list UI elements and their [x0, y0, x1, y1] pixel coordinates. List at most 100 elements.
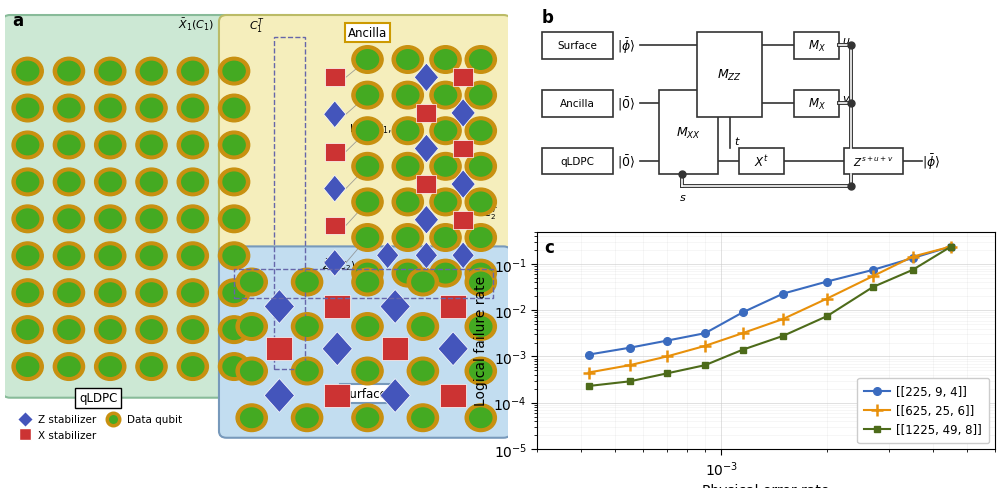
Circle shape: [465, 153, 496, 181]
Circle shape: [177, 132, 208, 160]
Bar: [453, 141, 473, 158]
Circle shape: [17, 210, 39, 229]
[[1225, 49, 8]]: [699, 363, 711, 368]
Circle shape: [470, 157, 492, 177]
[[225, 9, 4]]: [821, 279, 833, 285]
Circle shape: [140, 210, 163, 229]
Circle shape: [182, 246, 204, 266]
Circle shape: [136, 353, 167, 381]
Circle shape: [136, 169, 167, 196]
Circle shape: [241, 273, 263, 292]
[[625, 25, 6]]: [737, 330, 749, 336]
Bar: [542, 33, 613, 60]
Bar: [324, 384, 350, 407]
Circle shape: [434, 51, 457, 70]
Circle shape: [182, 210, 204, 229]
Circle shape: [291, 313, 323, 341]
Circle shape: [407, 269, 438, 296]
Circle shape: [182, 320, 204, 340]
Circle shape: [218, 316, 250, 344]
Circle shape: [291, 404, 323, 432]
Circle shape: [136, 316, 167, 344]
Polygon shape: [414, 206, 438, 234]
Circle shape: [352, 47, 383, 74]
[[625, 25, 6]]: [907, 254, 919, 260]
Text: Ancilla: Ancilla: [348, 27, 387, 40]
Text: $C_1^T$: $C_1^T$: [249, 16, 265, 36]
Circle shape: [223, 284, 245, 303]
Text: $\bar{Z}_2(C_2)$: $\bar{Z}_2(C_2)$: [322, 257, 356, 272]
Circle shape: [140, 357, 163, 377]
[[1225, 49, 8]]: [624, 379, 636, 385]
Legend: Z stabilizer, X stabilizer, Data qubit: Z stabilizer, X stabilizer, Data qubit: [10, 410, 186, 444]
Text: $\bar{X}_1(C_1)$: $\bar{X}_1(C_1)$: [178, 16, 214, 32]
Circle shape: [177, 279, 208, 307]
Circle shape: [465, 82, 496, 110]
Circle shape: [12, 169, 43, 196]
Circle shape: [470, 193, 492, 212]
[[625, 25, 6]]: [777, 316, 789, 322]
Bar: [542, 90, 613, 117]
Circle shape: [296, 273, 318, 292]
Circle shape: [136, 95, 167, 122]
Circle shape: [407, 358, 438, 385]
Circle shape: [218, 95, 250, 122]
Bar: [440, 295, 466, 318]
Circle shape: [430, 224, 461, 252]
Bar: [324, 295, 350, 318]
Circle shape: [12, 95, 43, 122]
Circle shape: [140, 136, 163, 155]
Circle shape: [140, 173, 163, 192]
Bar: [794, 90, 839, 117]
Circle shape: [140, 320, 163, 340]
Circle shape: [397, 193, 419, 212]
Circle shape: [430, 260, 461, 287]
Polygon shape: [324, 250, 346, 277]
[[1225, 49, 8]]: [661, 371, 673, 377]
[[225, 9, 4]]: [737, 310, 749, 316]
Polygon shape: [451, 100, 475, 128]
Circle shape: [352, 189, 383, 216]
Circle shape: [392, 47, 423, 74]
Circle shape: [356, 408, 379, 427]
Circle shape: [296, 362, 318, 381]
Circle shape: [182, 62, 204, 81]
Text: qLDPC: qLDPC: [560, 157, 594, 167]
Circle shape: [352, 82, 383, 110]
Circle shape: [17, 173, 39, 192]
Circle shape: [99, 246, 121, 266]
Circle shape: [241, 317, 263, 337]
Circle shape: [352, 269, 383, 296]
Circle shape: [182, 173, 204, 192]
Circle shape: [356, 362, 379, 381]
Circle shape: [397, 157, 419, 177]
Circle shape: [182, 284, 204, 303]
Circle shape: [12, 243, 43, 270]
Circle shape: [95, 279, 126, 307]
Circle shape: [223, 320, 245, 340]
Circle shape: [465, 269, 496, 296]
Circle shape: [434, 228, 457, 248]
Circle shape: [53, 58, 85, 86]
Circle shape: [392, 224, 423, 252]
Line: [[1225, 49, 8]]: [[1225, 49, 8]]: [585, 244, 955, 389]
Circle shape: [430, 189, 461, 216]
Circle shape: [99, 173, 121, 192]
Circle shape: [470, 122, 492, 141]
Circle shape: [99, 357, 121, 377]
Circle shape: [53, 353, 85, 381]
Circle shape: [412, 362, 434, 381]
Bar: [844, 148, 903, 175]
Legend: [[225, 9, 4]], [[625, 25, 6]], [[1225, 49, 8]]: [[225, 9, 4]], [[625, 25, 6]], [[1225, 4…: [857, 378, 989, 443]
Circle shape: [95, 353, 126, 381]
Circle shape: [95, 169, 126, 196]
Bar: [325, 217, 345, 235]
Circle shape: [397, 264, 419, 284]
Text: $M_{ZZ}$: $M_{ZZ}$: [717, 67, 742, 82]
Bar: [234, 269, 493, 298]
Circle shape: [291, 269, 323, 296]
Circle shape: [17, 62, 39, 81]
Bar: [440, 384, 466, 407]
Circle shape: [430, 47, 461, 74]
[[1225, 49, 8]]: [777, 333, 789, 339]
